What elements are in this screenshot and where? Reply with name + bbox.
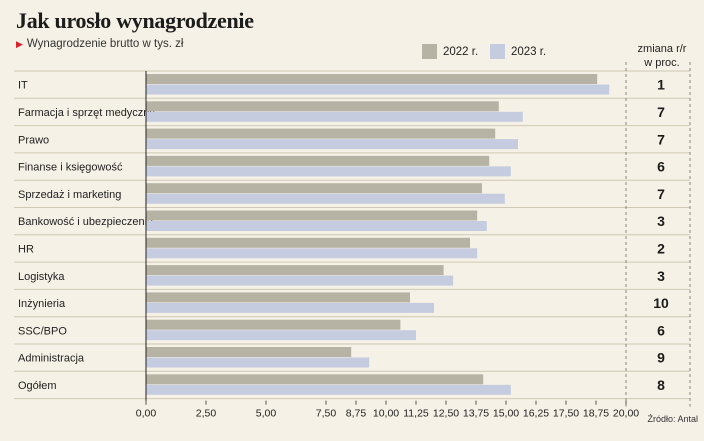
change-column-header: zmiana r/r w proc. — [624, 42, 700, 70]
x-tick-label: 16,25 — [523, 408, 549, 420]
play-triangle-icon: ▶ — [16, 39, 23, 49]
x-tick-label: 5,00 — [256, 408, 277, 420]
category-label: Finanse i księgowość — [18, 162, 123, 174]
chart-subtitle: ▶ Wynagrodzenie brutto w tys. zł — [16, 38, 183, 50]
legend-item-2022: 2022 r. — [422, 44, 478, 59]
change-value: 3 — [657, 268, 665, 284]
change-value: 6 — [657, 159, 665, 175]
x-tick-label: 18,75 — [583, 408, 609, 420]
bar-2023 — [146, 384, 511, 395]
bar-2022 — [146, 183, 482, 194]
x-tick-label: 7,50 — [316, 408, 337, 420]
category-label: SSC/BPO — [18, 325, 67, 337]
bar-2023 — [146, 275, 454, 286]
category-label: Inżynieria — [18, 298, 66, 310]
category-label: Sprzedaż i marketing — [18, 189, 121, 201]
x-tick-label: 13,75 — [463, 408, 489, 420]
bar-2023 — [146, 84, 610, 95]
change-header-line-1: zmiana r/r — [637, 43, 687, 55]
x-tick-label: 20,00 — [613, 408, 639, 420]
category-label: HR — [18, 243, 34, 255]
bar-2022 — [146, 265, 444, 276]
category-label: Prawo — [18, 134, 49, 146]
bar-2022 — [146, 210, 478, 221]
x-tick-label: 11,25 — [403, 408, 429, 420]
change-value: 6 — [657, 322, 665, 338]
category-label: Farmacja i sprzęt medyczny — [18, 107, 155, 119]
bar-2023 — [146, 302, 434, 313]
change-value: 10 — [653, 295, 669, 311]
category-label: Logistyka — [18, 271, 65, 283]
change-value: 2 — [657, 240, 665, 256]
change-value: 7 — [657, 131, 665, 147]
subtitle-text: Wynagrodzenie brutto w tys. zł — [26, 38, 184, 50]
bar-2022 — [146, 128, 496, 139]
change-value: 7 — [657, 104, 665, 120]
category-label: Ogółem — [18, 380, 57, 392]
legend-swatch-2023 — [490, 44, 505, 59]
x-tick-label: 15,00 — [493, 408, 519, 420]
change-header-line-2: w proc. — [644, 57, 680, 69]
source-note: Źródło: Antal — [647, 414, 698, 424]
bar-2022 — [146, 292, 410, 303]
bar-2023 — [146, 248, 478, 259]
change-value: 9 — [657, 350, 665, 366]
bar-2022 — [146, 374, 484, 385]
bar-2023 — [146, 221, 487, 231]
category-label: IT — [18, 80, 28, 92]
bar-2023 — [146, 193, 505, 204]
category-label: Bankowość i ubezpieczenia — [18, 216, 154, 228]
bar-2023 — [146, 357, 370, 368]
legend-swatch-2022 — [422, 44, 437, 59]
x-tick-label: 8,75 — [346, 408, 367, 420]
change-value: 3 — [657, 213, 665, 229]
category-label: Administracja — [18, 353, 85, 365]
x-tick-label: 10,00 — [373, 408, 399, 420]
change-value: 7 — [657, 186, 665, 202]
bar-2022 — [146, 74, 598, 84]
legend-label-2022: 2022 r. — [443, 45, 479, 58]
bar-2022 — [146, 237, 470, 248]
bar-2022 — [146, 319, 401, 330]
bar-2022 — [146, 101, 499, 112]
bar-2023 — [146, 166, 511, 177]
legend-label-2023: 2023 r. — [511, 45, 547, 58]
bar-2023 — [146, 111, 523, 122]
x-tick-label: 2,50 — [196, 408, 217, 420]
bar-2023 — [146, 330, 416, 341]
bar-2022 — [146, 155, 490, 166]
bar-2023 — [146, 139, 518, 150]
change-value: 1 — [657, 77, 665, 93]
x-tick-label: 17,50 — [553, 408, 579, 420]
x-tick-label: 12,50 — [433, 408, 459, 420]
legend-item-2023: 2023 r. — [490, 44, 546, 59]
change-value: 8 — [657, 377, 665, 393]
chart-title: Jak urosło wynagrodzenie — [16, 8, 254, 33]
x-tick-label: 0,00 — [136, 408, 157, 420]
bar-2022 — [146, 347, 352, 357]
